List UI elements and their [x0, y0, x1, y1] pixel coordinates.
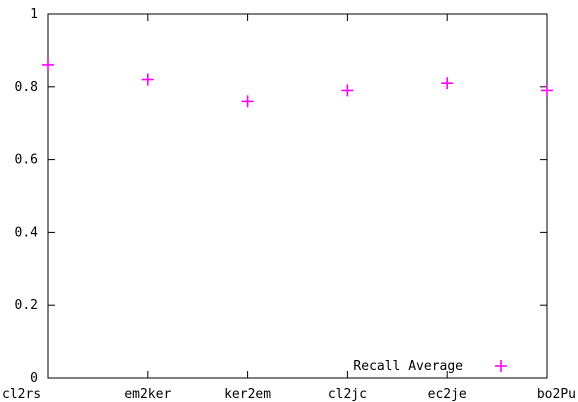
y-tick-label: 1 — [30, 7, 38, 22]
data-points — [42, 58, 553, 108]
data-point-plus — [241, 95, 254, 108]
y-axis: 0 0.2 0.4 0.6 0.8 1 — [15, 7, 547, 386]
y-tick-label: 0.8 — [15, 80, 38, 95]
legend-marker — [495, 360, 507, 372]
y-tick-label: 0.4 — [15, 225, 39, 240]
y-tick-label: 0 — [30, 371, 38, 386]
legend-label: Recall Average — [353, 359, 463, 374]
legend-plus-icon — [495, 360, 507, 372]
plot-frame — [47, 13, 548, 379]
x-tick-label: bo2Pu — [537, 387, 576, 402]
y-tick-label: 0.2 — [15, 298, 38, 313]
y-tick-label: 0.6 — [15, 153, 38, 168]
x-tick-label: cl2rs — [2, 387, 41, 402]
data-point-plus — [341, 84, 354, 97]
x-tick-label: em2ker — [124, 387, 171, 402]
data-point-plus — [541, 84, 553, 97]
data-point-plus — [42, 58, 54, 71]
x-tick-label: ec2je — [428, 387, 467, 402]
data-point-plus — [441, 77, 454, 90]
data-point-plus — [141, 73, 154, 86]
x-axis: cl2rs em2ker ker2em cl2jc ec2je bo2Pu — [2, 14, 576, 402]
x-tick-label: ker2em — [224, 387, 271, 402]
x-tick-label: cl2jc — [328, 387, 367, 402]
legend: Recall Average — [353, 359, 507, 374]
